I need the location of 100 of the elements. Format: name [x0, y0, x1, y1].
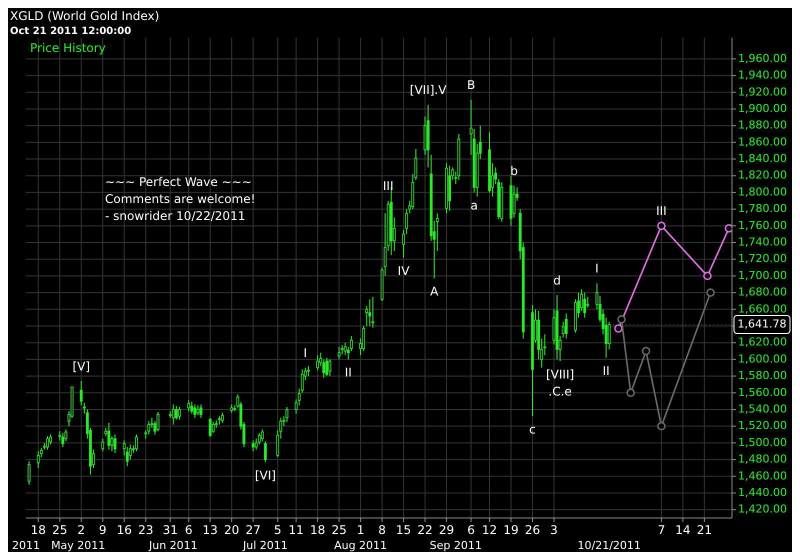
y-tick-label: 1,680.00 — [738, 286, 787, 299]
candlestick — [178, 406, 181, 420]
annotation: b — [510, 164, 518, 178]
candlestick — [564, 312, 568, 340]
x-tick-label: 18 — [30, 523, 46, 537]
candlestick — [175, 406, 178, 420]
candlestick — [325, 357, 328, 377]
x2-tick-label: 2011 — [12, 539, 40, 552]
y-tick-label: 1,600.00 — [738, 352, 787, 366]
x-tick-label: 1 — [356, 523, 364, 537]
annotation: II — [602, 364, 610, 378]
x-tick-label: 25 — [52, 523, 68, 537]
annotation: [VIII] — [546, 367, 574, 382]
y-tick-label: 1,900.00 — [738, 102, 787, 115]
candlestick — [368, 298, 372, 326]
y-tick-label: 1,840.00 — [738, 152, 787, 166]
point — [657, 222, 666, 230]
y-tick-label: 1,780.00 — [738, 202, 787, 216]
point — [657, 422, 666, 430]
x-tick-label: 6 — [184, 523, 193, 537]
candlestick — [80, 380, 83, 406]
y-tick-label: 1,880.00 — [738, 118, 787, 132]
candlestick — [252, 440, 255, 452]
annotation: .C.e — [548, 384, 572, 398]
annotation: III — [382, 179, 394, 194]
candlestick — [328, 358, 332, 377]
chart-title: XGLD (World Gold Index) — [10, 9, 160, 23]
y-tick-label: 1,620.00 — [738, 336, 787, 349]
candlestick — [260, 429, 264, 442]
candlestick — [371, 296, 374, 328]
point — [706, 288, 715, 297]
x-tick-label: 22 — [417, 523, 433, 537]
annotation: c — [529, 422, 536, 436]
candlestick — [208, 417, 212, 438]
y-tick-label: 1,720.00 — [738, 252, 787, 266]
annotation: [VII].V — [410, 83, 448, 98]
point — [626, 388, 635, 398]
candlestick — [156, 411, 160, 432]
candlestick — [135, 434, 138, 452]
y-tick-label: 1,760.00 — [738, 218, 787, 232]
x2-tick-label: Sep 2011 — [430, 539, 482, 552]
candlestick — [172, 404, 175, 426]
x-tick-label: 23 — [138, 523, 154, 537]
annotation: [VI] — [254, 468, 276, 482]
candlestick — [36, 450, 40, 468]
point — [703, 272, 712, 280]
point — [614, 324, 623, 333]
x-tick-label: 12 — [482, 523, 498, 537]
candlestick — [46, 436, 49, 450]
annotation: IV — [398, 264, 410, 278]
y-tick-label: 1,560.00 — [738, 386, 787, 399]
candlestick — [147, 420, 150, 436]
x-tick-label: 14 — [675, 523, 691, 537]
candlestick — [101, 438, 104, 452]
x2-tick-label: Jun 2011 — [148, 539, 198, 552]
x-tick-label: 16 — [116, 523, 132, 537]
x-tick-label: 29 — [438, 523, 454, 537]
annotation: ~~~ Perfect Wave ~~~ — [105, 175, 252, 189]
x-tick-label: 31 — [162, 523, 178, 537]
candlestick — [190, 401, 194, 414]
x-tick-label: 26 — [524, 523, 540, 537]
y-tick-label: 1,940.00 — [738, 68, 787, 82]
annotation: a — [470, 198, 478, 213]
candlestick — [221, 412, 224, 424]
annotation: II — [344, 366, 352, 380]
x-tick-label: 15 — [396, 523, 412, 537]
candlestick — [512, 185, 516, 218]
candlestick — [258, 432, 261, 446]
candlestick — [316, 354, 320, 371]
y-tick-label: 1,860.00 — [738, 135, 787, 148]
y-tick-label: 1,540.00 — [738, 402, 787, 416]
x-tick-label: 25 — [331, 523, 347, 537]
annotation: I — [595, 262, 599, 276]
x-tick-label: 19 — [503, 523, 519, 537]
x-tick-label: 21 — [696, 523, 712, 537]
x-tick-label: 18 — [310, 523, 326, 537]
y-tick-label: 1,580.00 — [738, 369, 787, 382]
candlestick — [61, 432, 64, 448]
candlestick — [362, 326, 366, 352]
y-tick-label: 1,660.00 — [738, 302, 787, 316]
x-tick-label: 6 — [467, 523, 475, 537]
annotation: Price History — [30, 41, 106, 55]
point — [642, 346, 650, 356]
y-tick-label: 1,800.00 — [738, 185, 787, 198]
y-tick-label: 1,920.00 — [738, 85, 787, 98]
candlestick — [193, 404, 196, 418]
candlestick — [28, 460, 30, 486]
candlestick — [286, 406, 288, 422]
x-tick-label: 8 — [378, 523, 386, 537]
candlestick — [583, 292, 586, 318]
x2-tick-label: May 2011 — [51, 539, 106, 552]
y-tick-label: 1,500.00 — [738, 436, 787, 449]
point — [617, 315, 626, 324]
y-tick-label: 1,520.00 — [738, 419, 787, 432]
y-tick-label: 1,740.00 — [738, 236, 787, 249]
y-tick-label: 1,480.00 — [738, 452, 787, 466]
candlestick — [49, 434, 52, 446]
candlestick — [200, 404, 202, 418]
x2-tick-label: Aug 2011 — [334, 539, 388, 552]
y-tick-label: 1,420.00 — [738, 502, 787, 516]
